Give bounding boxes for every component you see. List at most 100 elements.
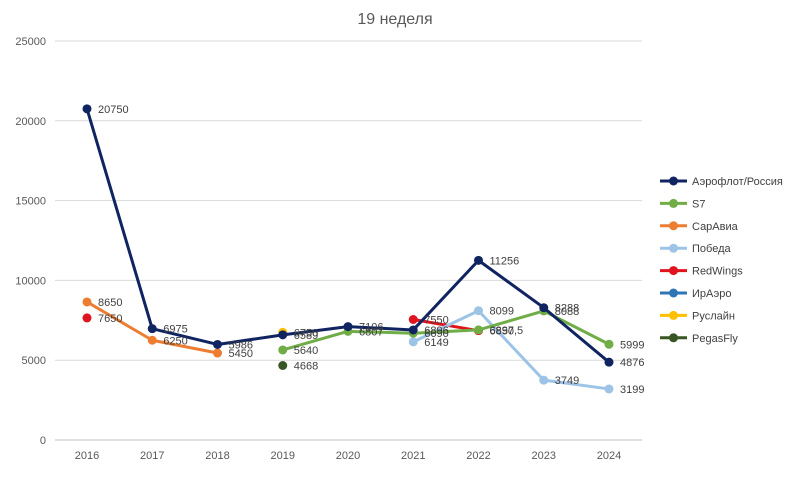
data-label: 5986 [229,339,253,351]
y-tick-label: 5000 [22,355,46,367]
data-label: 4876 [620,357,644,369]
data-label: 8650 [98,297,122,309]
data-point [82,104,92,114]
legend-marker [669,176,678,186]
series-group [82,104,614,367]
data-point [474,325,483,335]
data-label: 6750 [294,327,318,339]
y-tick-label: 15000 [15,196,46,208]
series-group [82,297,222,358]
legend-item: Руслайн [660,310,735,322]
data-point [278,330,288,340]
chart-title: 19 неделя [357,11,433,28]
series-line-segment [477,309,546,332]
series-line-segment [216,333,285,346]
series-line-segment [346,329,415,335]
data-label: 5640 [294,345,318,357]
y-tick-label: 25000 [15,36,46,48]
data-label: 6850 [490,326,514,338]
data-point [408,315,418,325]
data-point [278,345,288,355]
series-line-segment [281,329,350,352]
data-label: 6149 [424,337,448,349]
data-point [213,348,222,358]
data-label: 6897,5 [490,325,524,337]
series-line-segment [542,378,611,391]
series-line-segment [411,328,480,335]
series-line-segment [346,325,415,332]
data-point [278,360,288,370]
data-label: 5999 [620,339,644,351]
data-label: 8088 [555,306,579,318]
series-line-segment [150,327,219,346]
x-tick-label: 2017 [140,450,164,462]
data-label: 3199 [620,384,644,396]
legend-label: S7 [692,198,705,210]
y-tick-label: 0 [40,435,46,447]
legend-marker [669,198,678,208]
legend-item: S7 [660,198,705,210]
data-point [82,297,92,307]
series-line-segment [542,306,611,364]
x-tick-label: 2022 [466,450,490,462]
legend-label: RedWings [692,266,743,278]
legend-label: ИрАэро [692,288,731,300]
data-point [408,325,418,335]
series-line-segment [411,258,480,332]
series-line-segment [477,258,546,310]
data-point [539,303,549,313]
data-label: 6896 [424,325,448,337]
legend-marker [669,310,678,320]
legend-label: Аэрофлот/Россия [692,176,783,188]
legend-item: Победа [660,243,731,255]
legend-marker [669,243,678,253]
axis-labels: 0 5000 10000 15000 20000 25000 2016 2017 2018 201… [15,36,621,462]
data-label: 20750 [98,104,129,116]
series-group [278,360,288,370]
legend-marker [669,266,678,276]
x-tick-label: 2019 [271,450,295,462]
series-line-segment [85,300,154,342]
series-lines [82,104,614,394]
data-label: 7106 [359,322,383,334]
legend-item: Аэрофлот/Россия [660,176,783,188]
data-point [604,384,614,394]
data-label: 11256 [490,255,520,267]
gridlines [55,40,642,441]
x-tick-label: 2018 [205,450,229,462]
data-label: 7650 [98,313,122,325]
data-point [147,335,157,345]
legend-marker [669,221,678,231]
data-point [604,357,614,367]
data-label: 7550 [424,315,448,327]
series-line-segment [411,309,480,344]
y-tick-label: 10000 [15,275,46,287]
legend-item: RedWings [660,266,743,278]
data-point [474,255,483,265]
legend-label: PegasFly [692,333,738,345]
data-point [82,313,92,323]
data-point [539,375,549,385]
data-label: 8288 [555,303,579,315]
data-label: 6250 [163,335,187,347]
legend-marker [669,333,678,343]
legend-item: ИрАэро [660,288,731,300]
legend-item: СарАвиа [660,221,739,233]
data-point [604,339,614,349]
data-label: 6690 [424,328,448,340]
series-line-segment [150,338,219,355]
data-label: 8099 [490,306,514,318]
legend-marker [669,288,678,298]
y-tick-label: 20000 [15,116,46,128]
x-tick-label: 2020 [336,450,360,462]
series-line-segment [477,309,546,382]
series-line-segment [85,107,154,331]
series-group [408,306,614,394]
legend-label: Победа [692,243,731,255]
x-tick-label: 2024 [597,450,621,462]
data-point [474,306,483,316]
data-point [213,339,222,349]
x-tick-label: 2021 [401,450,425,462]
